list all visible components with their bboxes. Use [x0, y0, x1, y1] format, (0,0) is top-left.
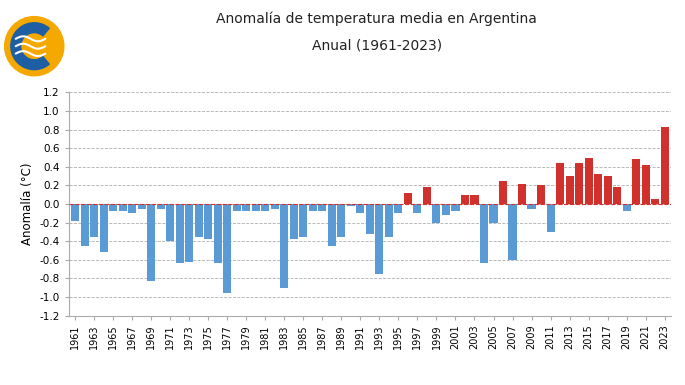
Text: Anual (1961-2023): Anual (1961-2023): [312, 38, 442, 52]
Bar: [90, 204, 98, 237]
Wedge shape: [11, 23, 49, 70]
Bar: [651, 199, 659, 204]
Bar: [204, 204, 212, 239]
Bar: [185, 204, 193, 262]
Bar: [299, 204, 308, 237]
Bar: [147, 204, 155, 281]
Bar: [518, 184, 526, 204]
Bar: [366, 204, 374, 234]
Bar: [499, 181, 507, 204]
Bar: [175, 204, 184, 263]
Bar: [642, 165, 649, 204]
Bar: [157, 204, 165, 209]
Bar: [490, 204, 497, 223]
Bar: [261, 204, 269, 211]
Bar: [242, 204, 250, 211]
Bar: [195, 204, 203, 237]
Bar: [138, 204, 146, 209]
Bar: [442, 204, 450, 215]
Bar: [414, 204, 421, 213]
Bar: [252, 204, 260, 211]
Bar: [81, 204, 88, 246]
Bar: [385, 204, 393, 237]
Bar: [233, 204, 241, 211]
Bar: [471, 195, 479, 204]
Y-axis label: Anomalía (°C): Anomalía (°C): [21, 163, 34, 245]
Text: Anomalía de temperatura media en Argentina: Anomalía de temperatura media en Argenti…: [216, 12, 537, 26]
Bar: [527, 204, 536, 209]
Bar: [271, 204, 279, 209]
Bar: [337, 204, 345, 237]
Circle shape: [5, 17, 64, 76]
Bar: [109, 204, 117, 211]
Bar: [432, 204, 440, 223]
Bar: [395, 204, 403, 213]
Bar: [71, 204, 79, 221]
Bar: [660, 127, 669, 204]
Bar: [309, 204, 317, 211]
Bar: [451, 204, 460, 211]
Bar: [508, 204, 516, 260]
Bar: [566, 176, 573, 204]
Bar: [347, 204, 355, 206]
Bar: [603, 176, 612, 204]
Bar: [128, 204, 136, 213]
Bar: [214, 204, 222, 263]
Bar: [290, 204, 298, 239]
Bar: [375, 204, 384, 274]
Bar: [480, 204, 488, 263]
Bar: [328, 204, 336, 246]
Bar: [166, 204, 174, 241]
Bar: [119, 204, 127, 211]
Bar: [356, 204, 364, 213]
Bar: [613, 187, 621, 204]
Bar: [423, 187, 431, 204]
Bar: [99, 204, 108, 253]
Bar: [632, 159, 640, 204]
Bar: [404, 193, 412, 204]
Bar: [556, 163, 564, 204]
Bar: [223, 204, 232, 293]
Bar: [575, 163, 583, 204]
Bar: [461, 195, 469, 204]
Bar: [594, 174, 602, 204]
Bar: [537, 186, 545, 204]
Bar: [584, 157, 593, 204]
Bar: [623, 204, 631, 211]
Bar: [547, 204, 555, 232]
Bar: [280, 204, 288, 288]
Bar: [319, 204, 326, 211]
